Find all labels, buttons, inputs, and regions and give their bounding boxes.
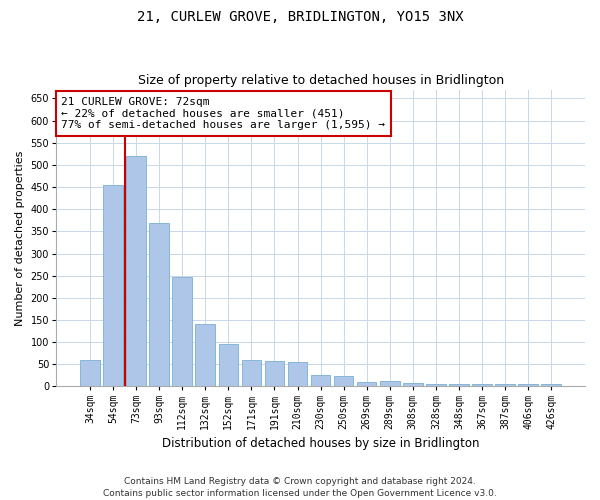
- Title: Size of property relative to detached houses in Bridlington: Size of property relative to detached ho…: [137, 74, 503, 87]
- X-axis label: Distribution of detached houses by size in Bridlington: Distribution of detached houses by size …: [162, 437, 479, 450]
- Bar: [126, 156, 146, 386]
- Bar: [380, 381, 400, 386]
- Bar: [265, 361, 284, 386]
- Y-axis label: Number of detached properties: Number of detached properties: [15, 150, 25, 326]
- Text: 21, CURLEW GROVE, BRIDLINGTON, YO15 3NX: 21, CURLEW GROVE, BRIDLINGTON, YO15 3NX: [137, 10, 463, 24]
- Bar: [242, 360, 261, 386]
- Bar: [334, 376, 353, 386]
- Bar: [426, 384, 446, 386]
- Bar: [172, 276, 192, 386]
- Bar: [541, 384, 561, 386]
- Bar: [149, 222, 169, 386]
- Bar: [403, 383, 422, 386]
- Bar: [311, 376, 331, 386]
- Bar: [357, 382, 376, 386]
- Bar: [472, 384, 492, 386]
- Bar: [196, 324, 215, 386]
- Bar: [103, 185, 123, 386]
- Bar: [218, 344, 238, 387]
- Bar: [518, 384, 538, 386]
- Bar: [80, 360, 100, 386]
- Bar: [449, 384, 469, 386]
- Bar: [288, 362, 307, 386]
- Text: 21 CURLEW GROVE: 72sqm
← 22% of detached houses are smaller (451)
77% of semi-de: 21 CURLEW GROVE: 72sqm ← 22% of detached…: [61, 97, 385, 130]
- Text: Contains HM Land Registry data © Crown copyright and database right 2024.
Contai: Contains HM Land Registry data © Crown c…: [103, 476, 497, 498]
- Bar: [495, 384, 515, 386]
